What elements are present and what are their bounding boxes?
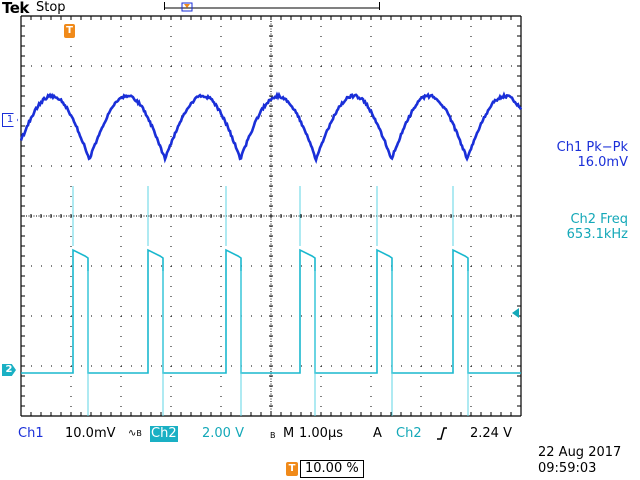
record-length-indicator [164, 0, 380, 12]
measurement-value: 653.1kHz [532, 227, 628, 242]
ch2-label[interactable]: Ch2 [150, 426, 178, 442]
trigger-level[interactable]: 2.24 V [470, 426, 512, 442]
timebase-label: M [283, 426, 294, 442]
timebase-value[interactable]: 1.00µs [299, 426, 343, 442]
trigger-level-icon[interactable] [512, 308, 519, 318]
measurement-ch2-freq: Ch2 Freq 653.1kHz [532, 212, 628, 242]
acquisition-status: Stop [36, 0, 66, 15]
graticule [21, 16, 521, 416]
measurement-ch1-pkpk: Ch1 Pk−Pk 16.0mV [532, 140, 628, 170]
ch1-scale[interactable]: 10.0mV [65, 426, 116, 442]
ch2-ground-marker[interactable]: 2 [2, 364, 16, 376]
trigger-position-value: 10.00 % [300, 460, 364, 478]
ch2-scale[interactable]: 2.00 V [202, 426, 244, 442]
ch1-ground-marker[interactable]: 1 [2, 113, 18, 127]
trigger-icon: T [286, 462, 298, 476]
ch1-waveform [21, 95, 521, 160]
trigger-position-marker[interactable]: T [64, 24, 75, 38]
trigger-position-readout[interactable]: T 10.00 % [286, 460, 364, 478]
oscilloscope-display[interactable] [20, 15, 522, 417]
measurement-value: 16.0mV [532, 155, 628, 170]
ch1-label[interactable]: Ch1 [18, 426, 44, 442]
status-bar: Ch1 10.0mV ∿B Ch2 2.00 V B M 1.00µs A Ch… [18, 426, 528, 442]
date: 22 Aug 2017 [538, 445, 621, 461]
measurement-title: Ch1 Pk−Pk [532, 140, 628, 155]
datetime: 22 Aug 2017 09:59:03 [538, 445, 621, 477]
bandwidth-limit-icon: ∿B [128, 426, 142, 442]
bw-icon: B [270, 428, 276, 444]
measurement-title: Ch2 Freq [532, 212, 628, 227]
trigger-source[interactable]: Ch2 [396, 426, 422, 442]
acquisition-mode: A [373, 426, 382, 442]
rising-edge-icon [436, 427, 448, 443]
time: 09:59:03 [538, 461, 621, 477]
